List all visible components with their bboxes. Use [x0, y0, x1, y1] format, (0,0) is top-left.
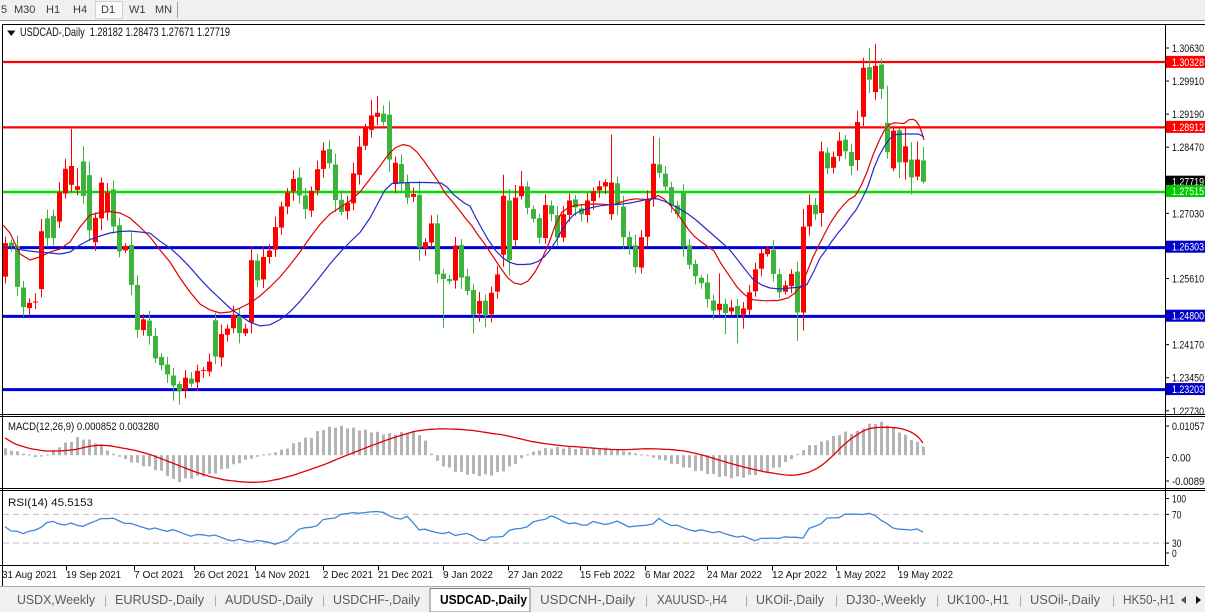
svg-text:0: 0 [1172, 548, 1177, 560]
svg-text:1.26303: 1.26303 [1172, 242, 1204, 254]
svg-text:MN: MN [155, 4, 172, 16]
svg-text:2 Dec 2021: 2 Dec 2021 [323, 569, 373, 581]
svg-text:H4: H4 [73, 4, 87, 16]
svg-text:26 Oct 2021: 26 Oct 2021 [194, 569, 249, 581]
svg-text:14 Nov 2021: 14 Nov 2021 [255, 569, 310, 581]
svg-text:AUDUSD-,Daily: AUDUSD-,Daily [225, 593, 314, 607]
svg-text:1.29190: 1.29190 [1172, 109, 1204, 121]
svg-text:|: | [1019, 593, 1022, 607]
svg-text:1.28470: 1.28470 [1172, 142, 1204, 154]
svg-text:|: | [104, 593, 107, 607]
svg-text:1.22730: 1.22730 [1172, 406, 1204, 418]
svg-text:1.24800: 1.24800 [1172, 311, 1204, 323]
svg-text:5: 5 [1, 4, 7, 16]
svg-text:HK50-,H1: HK50-,H1 [1123, 593, 1175, 607]
svg-text:19 May 2022: 19 May 2022 [898, 569, 953, 581]
svg-text:EURUSD-,Daily: EURUSD-,Daily [115, 593, 205, 607]
svg-text:RSI(14) 45.5153: RSI(14) 45.5153 [8, 497, 93, 509]
svg-text:1.27030: 1.27030 [1172, 208, 1204, 220]
svg-text:9 Jan 2022: 9 Jan 2022 [443, 569, 493, 581]
svg-text:1.29910: 1.29910 [1172, 76, 1204, 88]
svg-text:30: 30 [1172, 538, 1181, 550]
svg-text:1.28912: 1.28912 [1172, 122, 1204, 134]
svg-text:|: | [835, 593, 838, 607]
svg-text:1 May 2022: 1 May 2022 [836, 569, 886, 581]
svg-text:|: | [745, 593, 748, 607]
svg-text:0.00: 0.00 [1172, 453, 1191, 465]
svg-text:1.24170: 1.24170 [1172, 340, 1204, 352]
svg-text:D1: D1 [101, 4, 115, 16]
svg-text:21 Dec 2021: 21 Dec 2021 [378, 569, 433, 581]
svg-text:27 Jan 2022: 27 Jan 2022 [508, 569, 563, 581]
svg-text:USDCHF-,Daily: USDCHF-,Daily [333, 593, 421, 607]
svg-text:-0.00896: -0.00896 [1172, 476, 1205, 488]
svg-text:1.23203: 1.23203 [1172, 384, 1204, 396]
svg-text:UK100-,H1: UK100-,H1 [947, 593, 1009, 607]
svg-text:6 Mar 2022: 6 Mar 2022 [645, 569, 695, 581]
svg-text:12 Apr 2022: 12 Apr 2022 [772, 569, 827, 581]
svg-text:0.010578: 0.010578 [1172, 421, 1205, 433]
svg-text:UKOil-,Daily: UKOil-,Daily [756, 593, 825, 607]
svg-text:M30: M30 [14, 4, 35, 16]
svg-text:USDCAD-,Daily 1.28182 1.28473: USDCAD-,Daily 1.28182 1.28473 1.27671 1.… [20, 25, 230, 39]
svg-text:7 Oct 2021: 7 Oct 2021 [134, 569, 184, 581]
svg-text:1.25610: 1.25610 [1172, 274, 1204, 286]
svg-text:19 Sep 2021: 19 Sep 2021 [66, 569, 121, 581]
svg-text:31 Aug 2021: 31 Aug 2021 [2, 569, 57, 581]
svg-text:USOil-,Daily: USOil-,Daily [1030, 593, 1101, 607]
svg-text:H1: H1 [46, 4, 60, 16]
svg-text:DJ30-,Weekly: DJ30-,Weekly [846, 593, 927, 607]
svg-text:|: | [214, 593, 217, 607]
svg-text:1.30328: 1.30328 [1172, 57, 1204, 69]
svg-text:1.27515: 1.27515 [1172, 186, 1204, 198]
svg-text:1.23450: 1.23450 [1172, 373, 1204, 385]
svg-text:USDCNH-,Daily: USDCNH-,Daily [540, 593, 636, 607]
svg-text:USDX,Weekly: USDX,Weekly [17, 593, 96, 607]
svg-text:|: | [645, 593, 648, 607]
svg-text:100: 100 [1172, 494, 1186, 506]
svg-text:|: | [936, 593, 939, 607]
svg-text:USDCAD-,Daily: USDCAD-,Daily [440, 593, 527, 607]
svg-text:1.30630: 1.30630 [1172, 43, 1204, 55]
svg-text:MACD(12,26,9) 0.000852 0.00328: MACD(12,26,9) 0.000852 0.003280 [8, 421, 159, 433]
svg-text:|: | [322, 593, 325, 607]
svg-text:70: 70 [1172, 509, 1181, 521]
svg-text:XAUUSD-,H4: XAUUSD-,H4 [657, 593, 727, 607]
svg-text:24 Mar 2022: 24 Mar 2022 [707, 569, 762, 581]
svg-text:W1: W1 [129, 4, 146, 16]
svg-text:|: | [1112, 593, 1115, 607]
svg-text:15 Feb 2022: 15 Feb 2022 [580, 569, 635, 581]
